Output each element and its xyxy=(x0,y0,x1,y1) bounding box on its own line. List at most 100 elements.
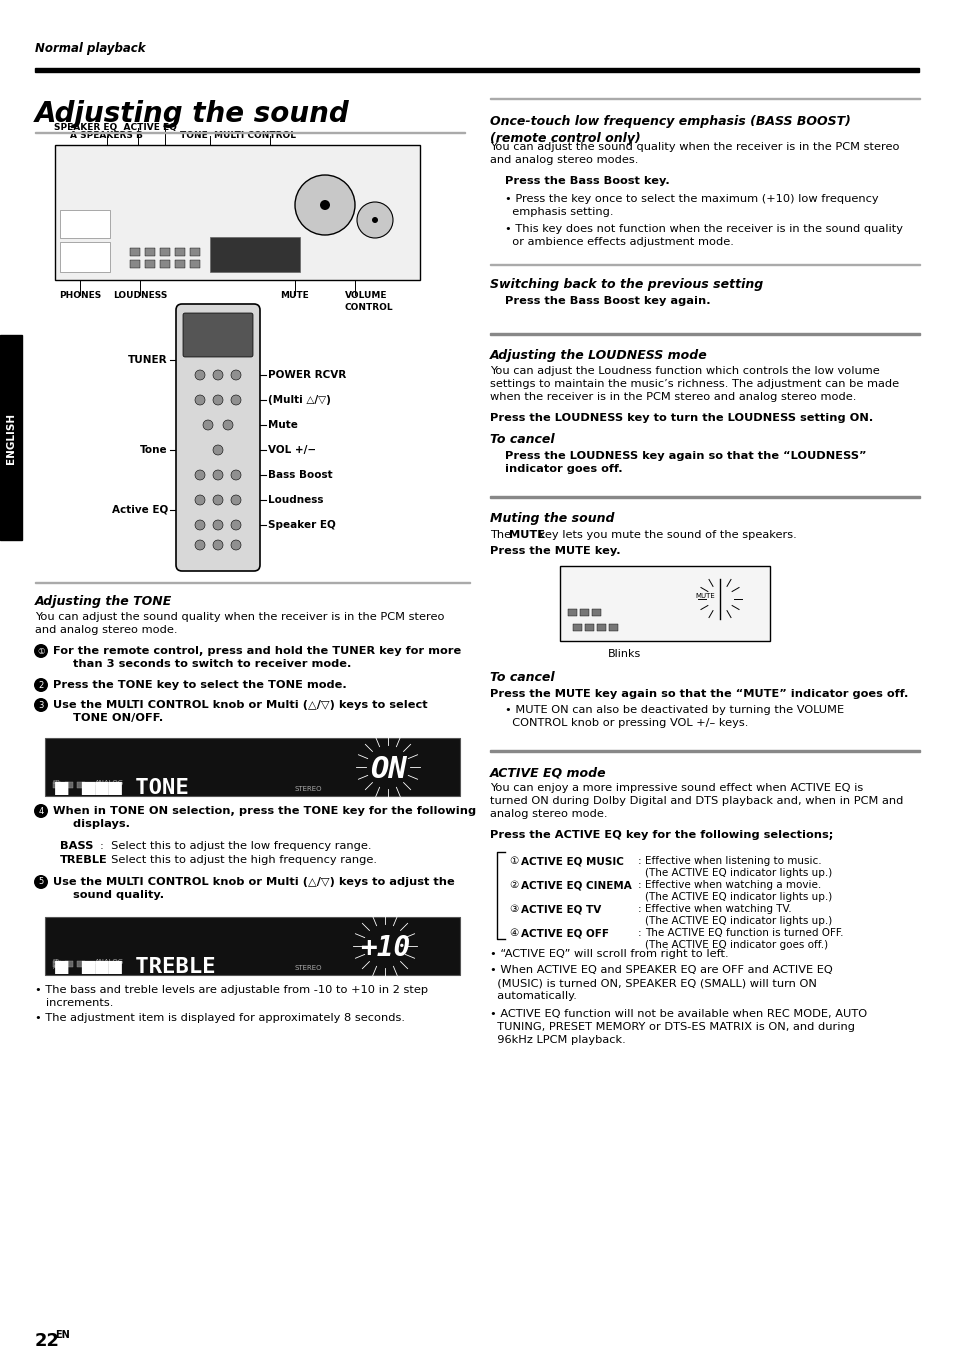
Circle shape xyxy=(294,176,355,235)
Text: Press the Bass Boost key.: Press the Bass Boost key. xyxy=(504,176,669,186)
Bar xyxy=(490,750,919,753)
Circle shape xyxy=(319,200,330,209)
Text: ACTIVE EQ MUSIC: ACTIVE EQ MUSIC xyxy=(520,857,623,866)
Bar xyxy=(210,236,299,272)
Bar xyxy=(130,249,140,255)
Text: Adjusting the LOUDNESS mode: Adjusting the LOUDNESS mode xyxy=(490,349,707,362)
Text: POWER RCVR: POWER RCVR xyxy=(268,370,346,380)
Circle shape xyxy=(231,540,241,550)
Text: EN: EN xyxy=(55,1329,70,1340)
Text: The: The xyxy=(490,530,515,540)
Circle shape xyxy=(231,520,241,530)
Bar xyxy=(174,249,185,255)
Circle shape xyxy=(213,470,223,480)
Text: Speaker EQ: Speaker EQ xyxy=(268,520,335,530)
Text: :: : xyxy=(638,857,641,866)
Text: ACTIVE EQ OFF: ACTIVE EQ OFF xyxy=(520,928,608,938)
FancyBboxPatch shape xyxy=(175,304,260,571)
Bar xyxy=(490,496,919,499)
Text: (Multi △/▽): (Multi △/▽) xyxy=(268,394,331,405)
Text: STEREO: STEREO xyxy=(294,786,322,792)
Text: PHONES: PHONES xyxy=(59,290,101,300)
Text: When in TONE ON selection, press the TONE key for the following
     displays.: When in TONE ON selection, press the TON… xyxy=(53,807,476,830)
Text: Press the TONE key to select the TONE mode.: Press the TONE key to select the TONE mo… xyxy=(53,680,346,690)
Text: Active EQ: Active EQ xyxy=(112,505,168,515)
Circle shape xyxy=(194,540,205,550)
Text: SPEAKER EQ  ACTIVE EQ: SPEAKER EQ ACTIVE EQ xyxy=(53,123,176,132)
Text: (The ACTIVE EQ indicator lights up.): (The ACTIVE EQ indicator lights up.) xyxy=(644,916,831,925)
Text: :  Select this to adjust the low frequency range.: : Select this to adjust the low frequenc… xyxy=(100,842,371,851)
Bar xyxy=(579,609,588,616)
Bar xyxy=(490,332,919,335)
Text: • This key does not function when the receiver is in the sound quality
  or ambi: • This key does not function when the re… xyxy=(504,224,902,247)
Bar xyxy=(608,624,618,631)
Bar xyxy=(490,263,919,265)
Text: Use the MULTI CONTROL knob or Multi (△/▽) keys to select
     TONE ON/OFF.: Use the MULTI CONTROL knob or Multi (△/▽… xyxy=(53,700,427,723)
Text: Once-touch low frequency emphasis (BASS BOOST)
(remote control only): Once-touch low frequency emphasis (BASS … xyxy=(490,115,850,145)
Circle shape xyxy=(213,394,223,405)
Text: :: : xyxy=(638,880,641,890)
Bar xyxy=(160,249,170,255)
Text: ON: ON xyxy=(370,754,406,784)
Text: SP: SP xyxy=(53,780,60,785)
Text: key lets you mute the sound of the speakers.: key lets you mute the sound of the speak… xyxy=(535,530,796,540)
Circle shape xyxy=(194,494,205,505)
Text: +10: +10 xyxy=(359,934,410,962)
Text: CONTROL: CONTROL xyxy=(345,303,394,312)
Circle shape xyxy=(194,394,205,405)
Text: Effective when watching TV.: Effective when watching TV. xyxy=(644,904,791,915)
Text: SP
A: SP A xyxy=(53,959,60,970)
Text: ■ ■■■ TONE: ■ ■■■ TONE xyxy=(55,778,189,798)
Circle shape xyxy=(356,203,393,238)
Text: Mute: Mute xyxy=(268,420,297,430)
Circle shape xyxy=(213,444,223,455)
Circle shape xyxy=(194,370,205,380)
Text: ACTIVE EQ TV: ACTIVE EQ TV xyxy=(520,904,600,915)
Text: To cancel: To cancel xyxy=(490,434,554,446)
Text: Normal playback: Normal playback xyxy=(35,42,146,55)
Text: Use the MULTI CONTROL knob or Multi (△/▽) keys to adjust the
     sound quality.: Use the MULTI CONTROL knob or Multi (△/▽… xyxy=(53,877,455,900)
Text: 4: 4 xyxy=(38,807,44,816)
Text: 22: 22 xyxy=(35,1332,60,1350)
Text: VOLUME: VOLUME xyxy=(345,290,387,300)
Text: You can adjust the Loudness function which controls the low volume
settings to m: You can adjust the Loudness function whi… xyxy=(490,366,898,403)
Text: ③: ③ xyxy=(509,904,517,915)
FancyBboxPatch shape xyxy=(183,313,253,357)
Text: :  Select this to adjust the high frequency range.: : Select this to adjust the high frequen… xyxy=(100,855,376,865)
Text: (The ACTIVE EQ indicator lights up.): (The ACTIVE EQ indicator lights up.) xyxy=(644,892,831,902)
Bar xyxy=(55,145,419,280)
Text: ■ ■■■ TREBLE: ■ ■■■ TREBLE xyxy=(55,957,215,977)
Bar xyxy=(592,609,600,616)
Bar xyxy=(65,961,73,967)
Circle shape xyxy=(34,678,48,692)
Bar xyxy=(145,259,154,267)
Text: Press the ACTIVE EQ key for the following selections;: Press the ACTIVE EQ key for the followin… xyxy=(490,830,833,840)
Text: • When ACTIVE EQ and SPEAKER EQ are OFF and ACTIVE EQ
  (MUSIC) is turned ON, SP: • When ACTIVE EQ and SPEAKER EQ are OFF … xyxy=(490,965,832,1001)
Text: For the remote control, press and hold the TUNER key for more
     than 3 second: For the remote control, press and hold t… xyxy=(53,646,460,669)
Bar xyxy=(60,209,110,238)
Circle shape xyxy=(231,470,241,480)
Text: (The ACTIVE EQ indicator goes off.): (The ACTIVE EQ indicator goes off.) xyxy=(644,940,827,950)
Bar xyxy=(160,259,170,267)
Text: ACTIVE EQ mode: ACTIVE EQ mode xyxy=(490,766,606,780)
Text: Press the MUTE key again so that the “MUTE” indicator goes off.: Press the MUTE key again so that the “MU… xyxy=(490,689,907,698)
Bar xyxy=(567,609,577,616)
Circle shape xyxy=(213,520,223,530)
Text: Adjusting the TONE: Adjusting the TONE xyxy=(35,594,172,608)
Text: Loudness: Loudness xyxy=(268,494,323,505)
Text: You can enjoy a more impressive sound effect when ACTIVE EQ is
turned ON during : You can enjoy a more impressive sound ef… xyxy=(490,784,902,820)
Text: • ACTIVE EQ function will not be available when REC MODE, AUTO
  TUNING, PRESET : • ACTIVE EQ function will not be availab… xyxy=(490,1009,866,1046)
Text: Blinks: Blinks xyxy=(608,648,641,659)
Text: ①: ① xyxy=(509,857,517,866)
Bar xyxy=(559,566,769,640)
Text: • Press the key once to select the maximum (+10) low frequency
  emphasis settin: • Press the key once to select the maxim… xyxy=(504,195,878,218)
Bar xyxy=(53,961,61,967)
Bar xyxy=(35,131,464,132)
Text: VOL +/−: VOL +/− xyxy=(268,444,315,455)
Text: MUTE: MUTE xyxy=(280,290,309,300)
Text: 5: 5 xyxy=(38,878,44,886)
Text: To cancel: To cancel xyxy=(490,671,554,684)
Text: You can adjust the sound quality when the receiver is in the PCM stereo
and anal: You can adjust the sound quality when th… xyxy=(490,142,899,165)
Bar xyxy=(174,259,185,267)
Circle shape xyxy=(34,698,48,712)
